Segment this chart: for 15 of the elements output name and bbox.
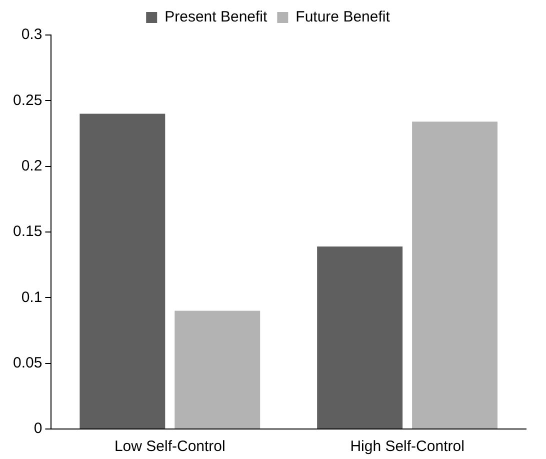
y-tick-label: 0.25 — [12, 92, 42, 109]
x-tick-label: Low Self-Control — [114, 438, 226, 456]
y-tick-label: 0 — [34, 420, 42, 438]
bar — [174, 310, 260, 428]
y-tick-label: 0.3 — [21, 26, 42, 44]
y-tick-label: 0.1 — [21, 288, 42, 306]
y-tick-label: 0.15 — [12, 223, 42, 240]
bar — [80, 114, 166, 428]
y-tick-label: 0.2 — [21, 157, 42, 174]
legend-label: Present Benefit — [164, 8, 268, 26]
bar — [317, 246, 403, 428]
y-tick-label: 0.05 — [12, 354, 42, 372]
x-tick-label: High Self-Control — [350, 438, 464, 456]
legend-label: Future Benefit — [296, 8, 391, 26]
bar — [412, 122, 498, 428]
